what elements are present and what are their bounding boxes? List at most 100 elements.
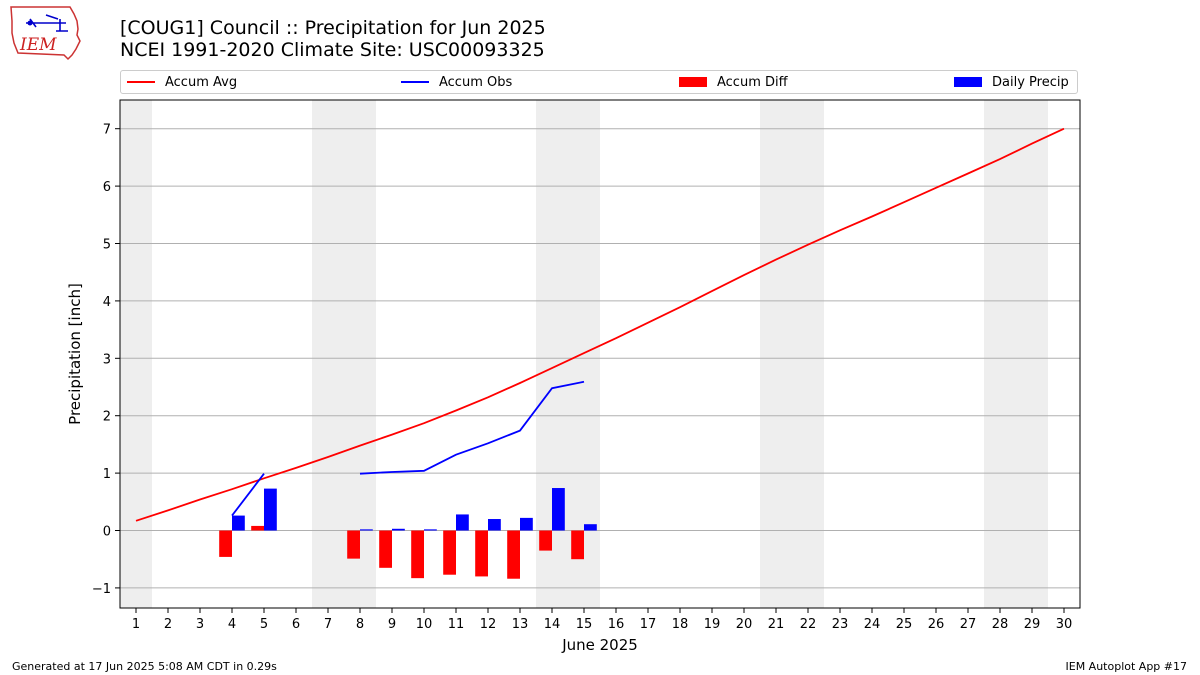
x-tick-label-14: 14 [544, 617, 561, 632]
daily-precip-bar-day-15 [584, 524, 597, 531]
x-tick-label-19: 19 [704, 617, 721, 632]
line-marks [135, 127, 1065, 522]
accum-obs-line [231, 380, 585, 517]
weekend-band-day-29 [1016, 100, 1048, 608]
x-tick-label-13: 13 [512, 617, 529, 632]
y-axis-label: Precipitation [inch] [66, 283, 84, 425]
y-tick-label-2: 2 [103, 410, 111, 425]
y-tick-label-1: 1 [103, 467, 111, 482]
weekend-band-day-7 [312, 100, 344, 608]
x-tick-label-20: 20 [736, 617, 753, 632]
y-tick-label--1: −1 [92, 582, 111, 597]
x-tick-label-4: 4 [228, 617, 236, 632]
y-axis-ticks: −1 0 1 2 3 4 5 6 7 [92, 123, 120, 597]
daily-precip-bar-day-5 [264, 488, 277, 531]
x-tick-label-8: 8 [356, 617, 364, 632]
weekend-band-day-21 [760, 100, 792, 608]
iem-logo: IEM [10, 6, 81, 61]
y-tick-label-0: 0 [103, 525, 111, 540]
accum-diff-bar-day-5 [251, 525, 264, 531]
legend-entry-accum-obs: Accum Obs [401, 71, 512, 93]
x-tick-label-15: 15 [576, 617, 593, 632]
x-tick-label-23: 23 [832, 617, 849, 632]
legend-label-accum-avg: Accum Avg [165, 74, 238, 90]
x-tick-label-29: 29 [1024, 617, 1041, 632]
x-tick-label-2: 2 [164, 617, 172, 632]
x-tick-label-16: 16 [608, 617, 625, 632]
x-tick-label-28: 28 [992, 617, 1009, 632]
weekend-band-day-22 [792, 100, 824, 608]
chart-title: [COUG1] Council :: Precipitation for Jun… [120, 17, 546, 39]
y-tick-label-6: 6 [103, 180, 111, 195]
accum-diff-bar-day-15 [571, 530, 584, 560]
plot-frame [119, 99, 1081, 609]
legend-swatch-diff [679, 77, 707, 87]
bar-marks [219, 488, 597, 579]
station-dot-icon [27, 20, 33, 26]
x-tick-label-27: 27 [960, 617, 977, 632]
daily-precip-bar-day-12 [488, 519, 501, 531]
weekend-bands [120, 100, 1048, 608]
x-tick-label-12: 12 [480, 617, 497, 632]
x-tick-label-1: 1 [132, 617, 140, 632]
weekend-band-day-28 [984, 100, 1016, 608]
legend-swatch-daily [954, 77, 982, 87]
x-tick-label-21: 21 [768, 617, 785, 632]
y-tick-label-7: 7 [103, 123, 111, 138]
x-tick-label-10: 10 [416, 617, 433, 632]
legend-swatch-obs [401, 81, 429, 83]
x-tick-label-11: 11 [448, 617, 465, 632]
accum-diff-bar-day-9 [379, 530, 392, 568]
x-tick-label-9: 9 [388, 617, 396, 632]
legend-entry-daily-precip: Daily Precip [954, 71, 1069, 93]
accum-diff-bar-day-13 [507, 530, 520, 579]
x-tick-label-6: 6 [292, 617, 300, 632]
x-tick-label-30: 30 [1056, 617, 1073, 632]
x-tick-label-24: 24 [864, 617, 881, 632]
grid-lines [120, 128, 1080, 589]
x-tick-label-17: 17 [640, 617, 657, 632]
x-axis-ticks: 1 2 3 4 5 6 7 8 9 10 11 12 13 14 15 16 17 18 19 20 21 22 23 24 2… [132, 608, 1072, 632]
accum-diff-bar-day-11 [443, 530, 456, 575]
logo-text: IEM [19, 35, 57, 55]
app-credit: IEM Autoplot App #17 [1065, 660, 1188, 673]
legend-label-daily-precip: Daily Precip [992, 74, 1069, 90]
accum-diff-bar-day-4 [219, 530, 232, 557]
iowa-state-outline-icon [10, 6, 81, 61]
daily-precip-bar-day-11 [456, 514, 469, 531]
legend-entry-accum-avg: Accum Avg [127, 71, 237, 93]
x-tick-label-22: 22 [800, 617, 817, 632]
generated-timestamp: Generated at 17 Jun 2025 5:08 AM CDT in … [12, 660, 277, 673]
legend-entry-accum-diff: Accum Diff [679, 71, 788, 93]
legend-label-accum-diff: Accum Diff [717, 74, 788, 90]
daily-precip-bar-day-8 [360, 529, 373, 531]
daily-precip-bar-day-9 [392, 528, 405, 531]
x-tick-label-7: 7 [324, 617, 332, 632]
x-tick-label-5: 5 [260, 617, 268, 632]
accum-avg-line [135, 127, 1065, 522]
accum-diff-bar-day-8 [347, 530, 360, 559]
y-tick-label-5: 5 [103, 238, 111, 253]
y-tick-label-3: 3 [103, 352, 111, 367]
legend: Accum Avg Accum Obs Accum Diff Daily Pre… [120, 70, 1078, 94]
accum-diff-bar-day-12 [475, 530, 488, 577]
weekend-band-day-1 [120, 100, 152, 608]
y-tick-label-4: 4 [103, 295, 111, 310]
x-tick-label-3: 3 [196, 617, 204, 632]
weekend-band-day-8 [344, 100, 376, 608]
x-axis-label: June 2025 [561, 636, 638, 654]
legend-label-accum-obs: Accum Obs [439, 74, 513, 90]
x-tick-label-26: 26 [928, 617, 945, 632]
daily-precip-bar-day-4 [232, 515, 245, 531]
accum-diff-bar-day-14 [539, 530, 552, 551]
legend-swatch-avg [127, 81, 155, 83]
weather-station-icon [26, 14, 68, 32]
daily-precip-bar-day-10 [424, 529, 437, 531]
x-tick-label-18: 18 [672, 617, 689, 632]
daily-precip-bar-day-14 [552, 488, 565, 531]
accum-diff-bar-day-10 [411, 530, 424, 579]
x-tick-label-25: 25 [896, 617, 913, 632]
daily-precip-bar-day-13 [520, 517, 533, 531]
chart-subtitle: NCEI 1991-2020 Climate Site: USC00093325 [120, 39, 545, 61]
